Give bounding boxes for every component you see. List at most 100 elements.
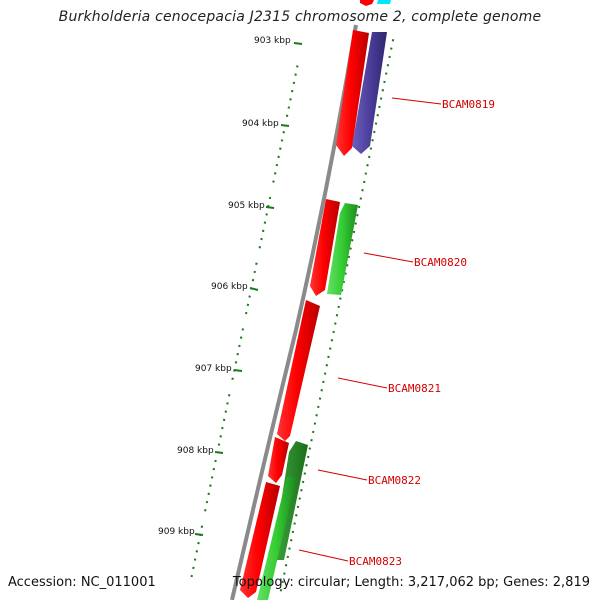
tickRing-dot xyxy=(287,106,291,109)
tickRing-dot xyxy=(253,270,256,274)
outerRing-dot xyxy=(362,180,366,184)
tickRing-dot xyxy=(238,344,241,348)
outerRing-dot xyxy=(339,297,342,300)
tickRing-dot xyxy=(272,180,275,183)
tickRing-dot xyxy=(227,394,231,397)
outerRing-dot xyxy=(308,447,312,450)
outerRing-dot xyxy=(300,489,303,492)
tickRing-dot xyxy=(221,426,224,430)
outer-tick-ring xyxy=(279,39,395,592)
outerRing-dot xyxy=(356,214,359,217)
tickRing-dot xyxy=(214,459,217,463)
gene-label-BCAM0821[interactable]: BCAM0821 xyxy=(388,382,441,395)
tickRing-dot xyxy=(234,361,238,364)
outerRing-dot xyxy=(317,405,320,409)
outerRing-dot xyxy=(301,480,305,484)
tick-label-907: 907 kbp xyxy=(195,364,232,374)
tickRing-dot xyxy=(192,566,195,570)
outerRing-dot xyxy=(335,314,339,317)
tickRing-dot xyxy=(263,221,267,224)
outerRing-dot xyxy=(351,239,354,242)
cds-green-3 xyxy=(257,476,296,600)
tickRing-dot xyxy=(280,139,284,142)
tick-label-909: 909 kbp xyxy=(158,527,195,537)
tick-dash-906 xyxy=(249,287,259,291)
outerRing-dot xyxy=(289,539,293,542)
outerRing-dot xyxy=(337,305,340,309)
forward-cds-lane xyxy=(240,30,369,598)
tickRing-dot xyxy=(289,98,292,101)
tick-label-906: 906 kbp xyxy=(211,282,248,292)
outerRing-dot xyxy=(279,589,283,592)
outerRing-dot xyxy=(318,397,322,400)
outerRing-dot xyxy=(334,322,337,325)
outerRing-dot xyxy=(327,355,330,359)
tickRing-dot xyxy=(255,262,258,265)
outerRing-dot xyxy=(322,380,325,384)
outerRing-dot xyxy=(361,189,364,192)
tickRing-dot xyxy=(209,484,212,487)
leader-BCAM0820 xyxy=(363,252,414,263)
outerRing-dot xyxy=(283,572,286,575)
tickRing-dot xyxy=(217,443,221,446)
outerRing-dot xyxy=(347,255,351,259)
tickRing-dot xyxy=(248,295,251,298)
outerRing-dot xyxy=(281,580,284,584)
tick-dash-903 xyxy=(293,42,303,45)
tickRing-dot xyxy=(212,467,216,471)
outerRing-dot xyxy=(295,514,298,517)
outerRing-dot xyxy=(359,197,363,200)
tickRing-dot xyxy=(285,114,289,117)
tickRing-dot xyxy=(246,303,250,307)
outerRing-dot xyxy=(349,247,352,250)
outerRing-dot xyxy=(303,472,307,475)
tickRing-dot xyxy=(292,81,296,85)
outerRing-dot xyxy=(376,114,379,117)
outerRing-dot xyxy=(364,172,368,175)
outerRing-dot xyxy=(390,47,393,50)
outerRing-dot xyxy=(378,105,381,109)
gene-labels: BCAM0819 BCAM0820 BCAM0821 BCAM0822 BCAM… xyxy=(349,98,495,568)
cds-top-red xyxy=(360,0,374,6)
tick-dash-907 xyxy=(233,369,243,372)
outerRing-dot xyxy=(328,347,332,350)
outerRing-dot xyxy=(306,455,310,459)
tickRing-dot xyxy=(197,541,200,545)
gene-label-BCAM0822[interactable]: BCAM0822 xyxy=(368,474,421,487)
outerRing-dot xyxy=(330,339,334,342)
accession-label: Accession: NC_011001 xyxy=(8,575,156,590)
cds-red-4 xyxy=(268,437,289,483)
tickRing-dot xyxy=(205,500,209,504)
tickRing-dot xyxy=(226,402,229,405)
outerRing-dot xyxy=(323,372,327,375)
tickRing-dot xyxy=(190,574,193,578)
outerRing-dot xyxy=(293,522,296,525)
tickRing-dot xyxy=(222,418,226,422)
tickRing-dot xyxy=(296,65,299,68)
tick-label-908: 908 kbp xyxy=(177,446,214,456)
outerRing-dot xyxy=(366,164,369,167)
leader-BCAM0819 xyxy=(391,97,442,105)
reverse-cds-lane xyxy=(257,32,387,600)
outerRing-dot xyxy=(391,39,395,42)
tickRing-dot xyxy=(244,311,248,315)
tickRing-dot xyxy=(236,352,239,356)
chromosome-backbone xyxy=(230,24,358,600)
outerRing-dot xyxy=(386,64,390,67)
leader-BCAM0823 xyxy=(298,549,349,562)
outerRing-dot xyxy=(367,155,371,159)
outerRing-dot xyxy=(311,430,315,434)
tick-dashes xyxy=(194,42,303,536)
outerRing-dot xyxy=(288,547,291,550)
leader-BCAM0822 xyxy=(317,469,368,481)
gene-label-BCAM0820[interactable]: BCAM0820 xyxy=(414,256,467,269)
outerRing-dot xyxy=(315,414,318,417)
tickRing-dot xyxy=(275,163,279,167)
outerRing-dot xyxy=(305,464,308,467)
tick-label-903: 903 kbp xyxy=(254,36,291,46)
gene-label-BCAM0819[interactable]: BCAM0819 xyxy=(442,98,495,111)
tickRing-dot xyxy=(210,476,214,479)
outerRing-dot xyxy=(384,72,388,75)
cds-red-5 xyxy=(240,482,280,598)
gene-label-BCAM0823[interactable]: BCAM0823 xyxy=(349,555,402,568)
